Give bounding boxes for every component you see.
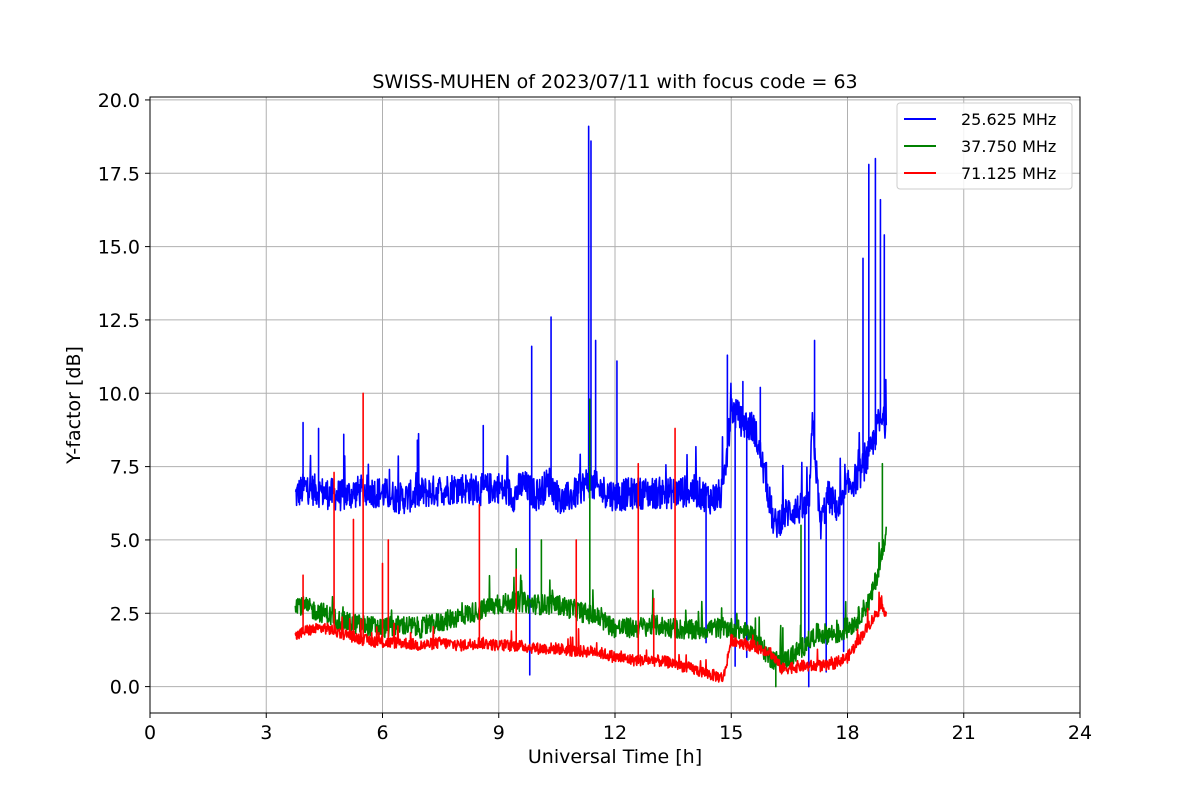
y-tick-label: 5.0 <box>110 530 140 552</box>
x-tick-label: 15 <box>719 722 743 744</box>
x-tick-label: 24 <box>1068 722 1092 744</box>
x-tick-label: 0 <box>144 722 156 744</box>
x-tick-label: 9 <box>493 722 505 744</box>
x-tick-label: 12 <box>603 722 627 744</box>
y-axis-ticks: 0.0 2.5 5.0 7.5 10.0 12.5 15.0 17.5 20.0 <box>98 90 150 699</box>
legend-label: 71.125 MHz <box>961 164 1056 183</box>
x-tick-label: 21 <box>952 722 976 744</box>
series-line-1 <box>294 125 888 688</box>
y-tick-label: 2.5 <box>110 603 140 625</box>
y-tick-label: 17.5 <box>98 163 140 185</box>
x-tick-label: 18 <box>835 722 859 744</box>
legend: 25.625 MHz 37.750 MHz 71.125 MHz <box>896 102 1073 190</box>
y-tick-label: 10.0 <box>98 383 140 405</box>
chart-title: SWISS-MUHEN of 2023/07/11 with focus cod… <box>372 71 857 93</box>
x-axis-label: Universal Time [h] <box>528 746 702 768</box>
x-axis-ticks: 0 3 6 9 12 15 18 21 24 <box>144 713 1092 744</box>
y-tick-label: 7.5 <box>110 457 140 479</box>
x-tick-label: 6 <box>376 722 388 744</box>
series-layer <box>294 125 888 688</box>
y-tick-label: 12.5 <box>98 310 140 332</box>
series-line-3 <box>294 392 888 683</box>
legend-box <box>896 102 1073 190</box>
y-tick-label: 20.0 <box>98 90 140 112</box>
x-tick-label: 3 <box>260 722 272 744</box>
series-line-2 <box>294 398 888 688</box>
y-tick-label: 15.0 <box>98 237 140 259</box>
y-axis-label: Y-factor [dB] <box>63 346 85 465</box>
legend-label: 37.750 MHz <box>961 137 1056 156</box>
y-tick-label: 0.0 <box>110 677 140 699</box>
legend-label: 25.625 MHz <box>961 110 1056 129</box>
